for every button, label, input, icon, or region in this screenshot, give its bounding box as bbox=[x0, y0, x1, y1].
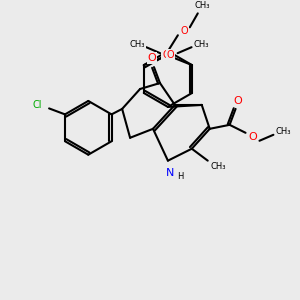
Text: CH₃: CH₃ bbox=[211, 162, 226, 171]
Text: Cl: Cl bbox=[32, 100, 42, 110]
Text: O: O bbox=[162, 50, 170, 60]
Text: N: N bbox=[166, 168, 174, 178]
Text: O: O bbox=[248, 132, 257, 142]
Text: CH₃: CH₃ bbox=[130, 40, 145, 49]
Text: O: O bbox=[180, 26, 188, 36]
Text: O: O bbox=[148, 53, 156, 63]
Text: H: H bbox=[177, 172, 183, 181]
Text: CH₃: CH₃ bbox=[194, 40, 209, 49]
Text: O: O bbox=[233, 96, 242, 106]
Text: CH₃: CH₃ bbox=[276, 127, 291, 136]
Text: O: O bbox=[167, 50, 175, 60]
Text: CH₃: CH₃ bbox=[194, 1, 209, 10]
